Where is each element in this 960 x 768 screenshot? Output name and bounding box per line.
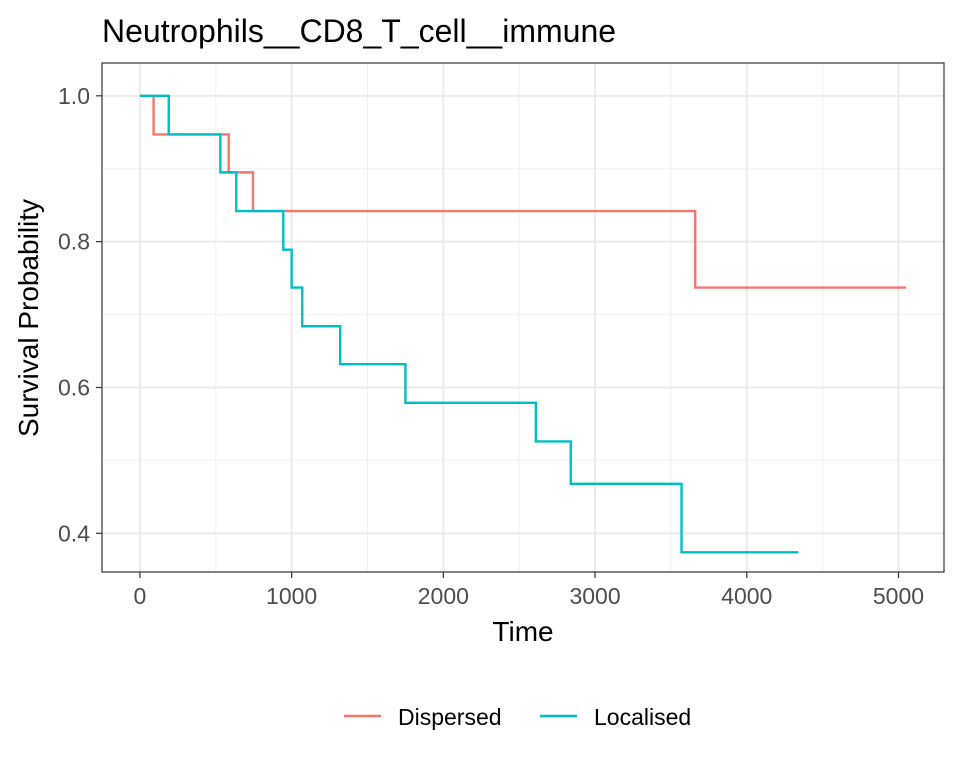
y-axis-title: Survival Probability	[13, 199, 44, 437]
x-tick-label: 5000	[873, 583, 924, 609]
series-layer	[139, 94, 907, 554]
x-tick-label: 4000	[721, 583, 772, 609]
legend-label-dispersed: Dispersed	[398, 704, 502, 730]
chart-title: Neutrophils__CD8_T_cell__immune	[102, 13, 616, 49]
y-axis-ticks: 0.4 0.6 0.8 1.0	[58, 83, 102, 546]
legend-label-localised: Localised	[594, 704, 691, 730]
legend-item-dispersed[interactable]: Dispersed	[344, 704, 502, 730]
x-axis-title: Time	[492, 616, 553, 647]
x-axis-ticks: 0 1000 2000 3000 4000 5000	[134, 572, 924, 609]
y-tick-label: 1.0	[58, 83, 90, 109]
x-tick-label: 3000	[569, 583, 620, 609]
series-line-dispersed	[139, 94, 907, 289]
grid-minor	[102, 63, 944, 572]
legend-item-localised[interactable]: Localised	[540, 704, 691, 730]
grid-major	[102, 63, 944, 572]
y-tick-label: 0.4	[58, 520, 90, 546]
x-tick-label: 0	[134, 583, 147, 609]
series-line-localised	[139, 94, 799, 554]
x-tick-label: 2000	[418, 583, 469, 609]
y-tick-label: 0.6	[58, 375, 90, 401]
legend: Dispersed Localised	[344, 704, 691, 730]
plot-panel-border	[101, 62, 945, 573]
x-tick-label: 1000	[266, 583, 317, 609]
y-tick-label: 0.8	[58, 229, 90, 255]
